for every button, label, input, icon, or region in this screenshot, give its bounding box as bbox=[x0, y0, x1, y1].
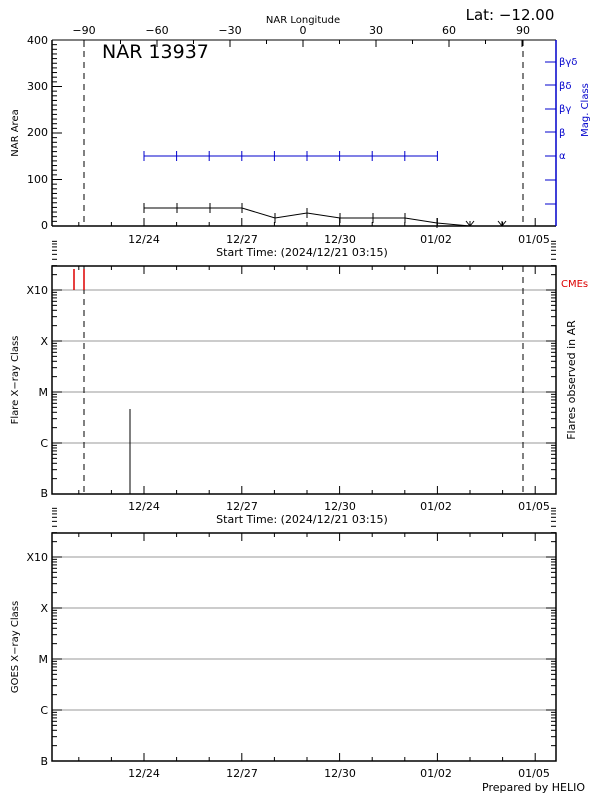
svg-text:βγδ: βγδ bbox=[559, 57, 577, 68]
svg-text:60: 60 bbox=[442, 24, 456, 37]
longitude-tick-labels: −90 −60 −30 0 30 60 90 bbox=[72, 24, 530, 37]
svg-text:12/30: 12/30 bbox=[324, 233, 356, 246]
svg-text:M: M bbox=[39, 653, 49, 666]
goes-ylabel: GOES X−ray Class bbox=[10, 601, 21, 693]
svg-text:C: C bbox=[40, 437, 48, 450]
area-series bbox=[143, 203, 507, 228]
longitude-axis-title: NAR Longitude bbox=[266, 15, 340, 26]
credit-label: Prepared by HELIO bbox=[482, 781, 585, 794]
svg-text:X: X bbox=[40, 335, 48, 348]
svg-text:βδ: βδ bbox=[559, 81, 572, 92]
svg-text:0: 0 bbox=[300, 24, 307, 37]
svg-text:400: 400 bbox=[27, 34, 48, 47]
mag-class-label: Mag. Class bbox=[580, 83, 591, 137]
flares-observed-label: Flares observed in AR bbox=[565, 320, 578, 440]
flare-panel: B C M X X10 Flare X−ray Class Flares obs… bbox=[10, 240, 588, 526]
svg-text:−90: −90 bbox=[72, 24, 95, 37]
latitude-label: Lat: −12.00 bbox=[466, 6, 555, 24]
svg-text:B: B bbox=[40, 755, 48, 768]
svg-text:−30: −30 bbox=[218, 24, 241, 37]
svg-text:12/27: 12/27 bbox=[226, 767, 258, 780]
svg-text:01/05: 01/05 bbox=[518, 500, 550, 513]
svg-text:12/27: 12/27 bbox=[226, 500, 258, 513]
svg-text:01/02: 01/02 bbox=[420, 767, 452, 780]
svg-text:01/05: 01/05 bbox=[518, 233, 550, 246]
svg-text:12/24: 12/24 bbox=[128, 767, 160, 780]
svg-text:12/24: 12/24 bbox=[128, 233, 160, 246]
date-tick-labels-1: 12/24 12/27 12/30 01/02 01/05 bbox=[128, 233, 550, 246]
svg-text:12/27: 12/27 bbox=[226, 233, 258, 246]
svg-text:12/30: 12/30 bbox=[324, 767, 356, 780]
svg-text:M: M bbox=[39, 386, 49, 399]
svg-text:0: 0 bbox=[41, 219, 48, 232]
svg-text:X: X bbox=[40, 602, 48, 615]
svg-text:200: 200 bbox=[27, 126, 48, 139]
svg-text:X10: X10 bbox=[26, 551, 48, 564]
mag-class-series bbox=[143, 151, 438, 161]
region-title: NAR 13937 bbox=[102, 41, 209, 63]
date-tick-labels-2: 12/24 12/27 12/30 01/02 01/05 bbox=[128, 500, 550, 513]
svg-text:300: 300 bbox=[27, 80, 48, 93]
svg-text:01/02: 01/02 bbox=[420, 233, 452, 246]
svg-text:01/02: 01/02 bbox=[420, 500, 452, 513]
svg-text:B: B bbox=[40, 487, 48, 500]
date-tick-labels-3: 12/24 12/27 12/30 01/02 01/05 bbox=[128, 767, 550, 780]
goes-panel: B C M X X10 GOES X−ray Class 12/24 12/27… bbox=[10, 507, 585, 794]
svg-text:−60: −60 bbox=[145, 24, 168, 37]
cme-label: CMEs bbox=[561, 279, 588, 290]
svg-text:90: 90 bbox=[516, 24, 530, 37]
svg-text:01/05: 01/05 bbox=[518, 767, 550, 780]
area-ylabel: NAR Area bbox=[10, 109, 21, 156]
svg-text:100: 100 bbox=[27, 173, 48, 186]
svg-text:α: α bbox=[559, 151, 566, 162]
area-xlabel: Start Time: (2024/12/21 03:15) bbox=[216, 246, 388, 259]
flare-ylabel: Flare X−ray Class bbox=[10, 336, 21, 425]
svg-text:X10: X10 bbox=[26, 284, 48, 297]
svg-text:βγ: βγ bbox=[559, 104, 571, 115]
area-panel: 0 100 200 300 400 NAR Area NAR 13937 α β… bbox=[10, 34, 591, 259]
svg-text:β: β bbox=[559, 128, 565, 139]
flare-xlabel: Start Time: (2024/12/21 03:15) bbox=[216, 513, 388, 526]
svg-text:C: C bbox=[40, 704, 48, 717]
svg-text:12/24: 12/24 bbox=[128, 500, 160, 513]
svg-text:30: 30 bbox=[369, 24, 383, 37]
svg-text:12/30: 12/30 bbox=[324, 500, 356, 513]
